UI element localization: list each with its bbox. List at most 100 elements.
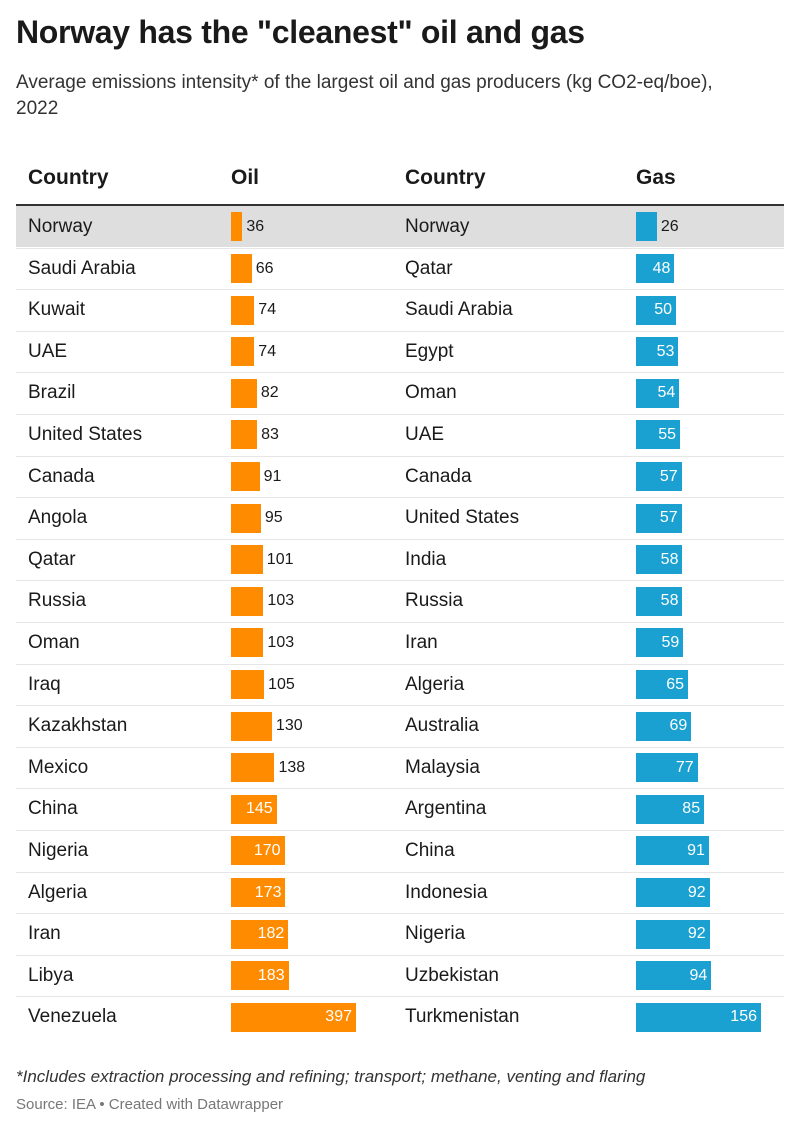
oil-bar [231,919,289,949]
oil-bar [231,253,252,283]
gas-country-label: United States [405,507,520,529]
oil-bar [231,961,289,991]
gas-value-label: 94 [689,966,708,984]
row-divider [16,330,784,332]
oil-bar [231,794,277,824]
row-divider [16,996,784,998]
gas-country-label: Iran [405,632,438,653]
oil-value-label: 138 [278,758,306,776]
gas-bar [636,212,657,242]
gas-bar [636,919,710,949]
row-divider [16,954,784,956]
oil-bar [231,669,265,699]
oil-country-label: Kazakhstan [28,715,128,737]
gas-country-label: Russia [405,590,464,612]
gas-bar [636,378,680,408]
gas-bar [636,961,712,991]
oil-value-label: 145 [245,800,273,818]
gas-country-label: Saudi Arabia [405,299,513,321]
oil-country-label: Brazil [28,382,76,404]
header-oil: Oil [231,166,260,189]
gas-bar [636,503,682,533]
gas-bar [636,877,710,907]
oil-bar [231,628,264,658]
oil-bar [231,545,263,575]
row-divider [16,580,784,582]
gas-value-label: 57 [659,467,678,485]
header-country-gas: Country [405,166,486,189]
oil-country-label: Oman [28,632,80,653]
oil-value-label: 130 [275,717,303,735]
gas-value-label: 91 [687,842,705,859]
oil-value-label: 183 [257,966,285,984]
gas-value-label: 156 [730,1008,757,1026]
oil-bar [231,711,272,741]
chart-subtitle: Average emissions intensity* of the larg… [16,72,713,119]
gas-value-label: 26 [660,218,679,235]
oil-country-label: Mexico [28,756,89,778]
gas-country-label: Uzbekistan [405,964,499,986]
oil-value-label: 36 [246,218,265,235]
oil-value-label: 397 [325,1008,352,1026]
row-divider [16,871,784,873]
oil-country-label: Iraq [28,673,61,695]
gas-bar [636,337,679,367]
oil-value-label: 182 [257,925,285,943]
gas-value-label: 92 [687,883,706,901]
header-gas: Gas [636,166,676,189]
oil-country-label: Iran [28,923,61,945]
gas-bar [636,253,675,283]
row-divider [16,414,784,415]
gas-value-label: 55 [658,426,677,443]
header-rule [16,204,784,206]
row-divider [16,788,784,790]
oil-country-label: UAE [28,340,68,362]
oil-value-label: 103 [267,634,295,651]
oil-country-label: Norway [28,216,93,237]
gas-bar [636,461,682,491]
oil-bar [231,836,285,866]
gas-country-label: Malaysia [405,756,480,778]
gas-country-label: Canada [405,465,472,487]
oil-bar [231,212,243,242]
row-divider [16,913,784,915]
gas-country-label: Norway [405,216,470,237]
gas-value-label: 58 [660,592,679,610]
oil-country-label: Russia [28,590,87,612]
oil-bar [231,420,258,450]
oil-bar [231,586,264,616]
row-divider [16,663,784,665]
gas-bar [636,295,677,325]
oil-bar [231,503,261,533]
oil-country-label: Qatar [28,548,76,570]
oil-country-label: Algeria [28,881,88,903]
gas-country-label: Turkmenistan [405,1006,520,1028]
oil-country-label: Angola [28,507,88,529]
row-divider [16,455,784,457]
oil-value-label: 103 [267,592,295,610]
oil-country-label: Kuwait [28,299,86,321]
gas-country-label: India [405,548,447,570]
gas-value-label: 53 [656,342,675,360]
gas-value-label: 50 [654,301,673,319]
oil-value-label: 74 [258,342,277,360]
row-divider [16,746,784,748]
oil-value-label: 74 [258,301,277,319]
gas-bar [636,669,689,699]
gas-value-label: 58 [660,550,679,568]
oil-bar [231,1002,356,1032]
oil-bar [231,378,257,408]
oil-country-label: Canada [28,465,95,487]
row-divider [16,497,784,499]
row-divider [16,538,784,540]
gas-value-label: 48 [652,259,671,277]
gas-country-label: Argentina [405,798,487,820]
row-divider [16,830,784,831]
oil-bar [231,337,255,367]
gas-bar [636,545,683,575]
gas-bar [636,836,709,866]
oil-bar [231,295,255,325]
gas-value-label: 54 [657,384,676,402]
gas-bar [636,420,681,450]
